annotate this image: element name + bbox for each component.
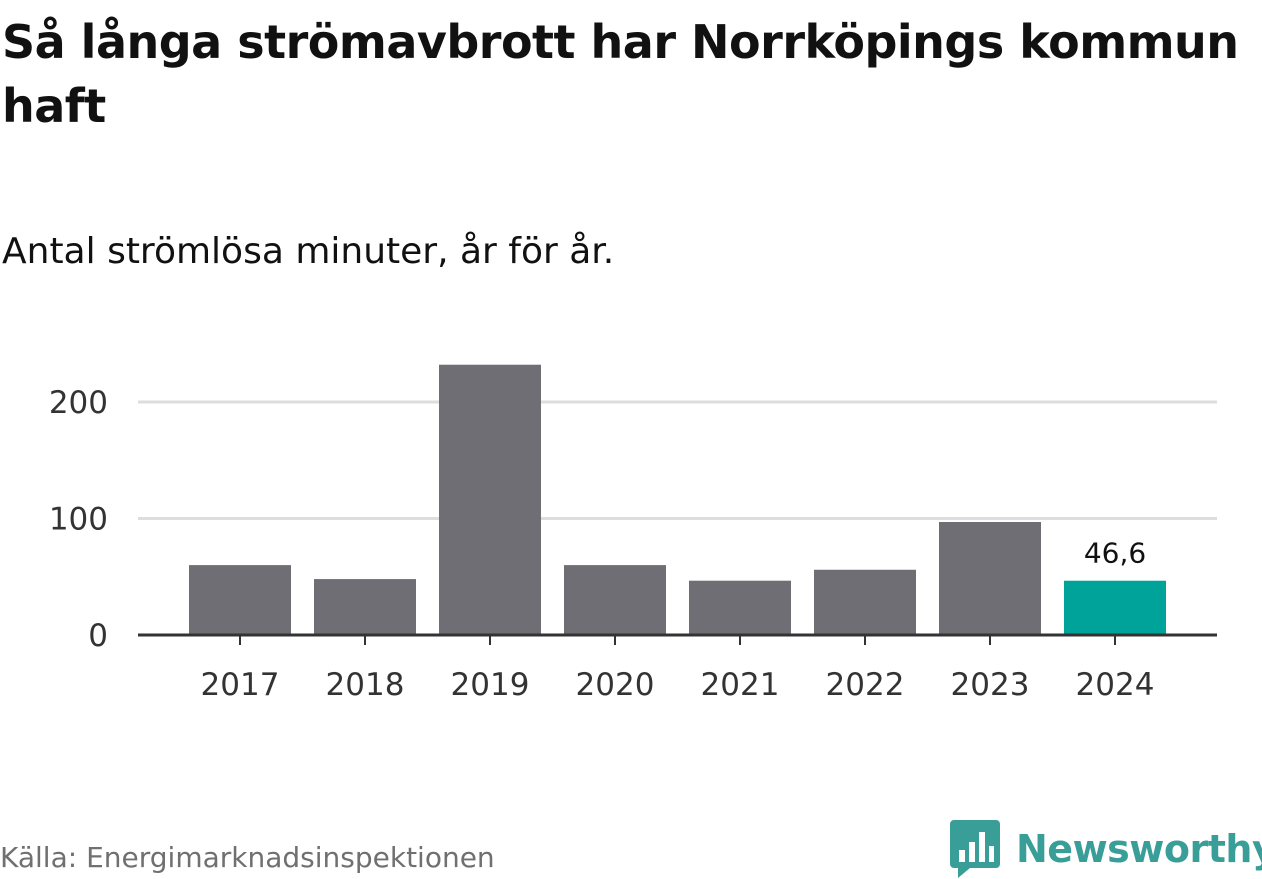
brand-name: Newsworthy: [1016, 827, 1262, 871]
bar-chart-speech-bubble-icon: [950, 820, 1000, 878]
x-tick-label-2018: 2018: [326, 667, 405, 703]
x-tick-label-2019: 2019: [451, 667, 530, 703]
bar-2019: [439, 364, 541, 635]
axes: [138, 633, 1217, 645]
bar-chart: 0 100 200 2017 2018 2019 2020 2021 2022 2023 2024 4…: [49, 364, 1217, 703]
chart-title: Så långa strömavbrott har Norrköpings ko…: [2, 15, 1239, 133]
bar-2020: [564, 565, 666, 635]
y-tick-label: 200: [49, 385, 108, 421]
bar-2018: [314, 579, 416, 635]
x-tick-label-2023: 2023: [951, 667, 1030, 703]
chart-subtitle: Antal strömlösa minuter, år för år.: [2, 231, 615, 272]
x-tick-label-2022: 2022: [826, 667, 905, 703]
data-label: 46,6: [1084, 537, 1146, 570]
gridlines: [138, 400, 1217, 520]
y-tick-label: 0: [88, 618, 108, 654]
brand-logo: Newsworthy: [950, 820, 1262, 878]
bar-2022: [814, 569, 916, 635]
x-tick-label-2017: 2017: [201, 667, 280, 703]
x-tick-label-2021: 2021: [701, 667, 780, 703]
x-tick-label-2020: 2020: [576, 667, 655, 703]
bar-2021: [689, 580, 791, 635]
source-note: Källa: Energimarknadsinspektionen: [0, 841, 495, 874]
labels: 0 100 200 2017 2018 2019 2020 2021 2022 2023 2024 4…: [49, 385, 1155, 703]
bar-2017: [189, 565, 291, 635]
bars: [189, 364, 1166, 635]
bar-2023: [939, 521, 1041, 635]
y-tick-label: 100: [49, 502, 108, 538]
x-tick-label-2024: 2024: [1076, 667, 1155, 703]
bar-2024: [1064, 580, 1166, 635]
